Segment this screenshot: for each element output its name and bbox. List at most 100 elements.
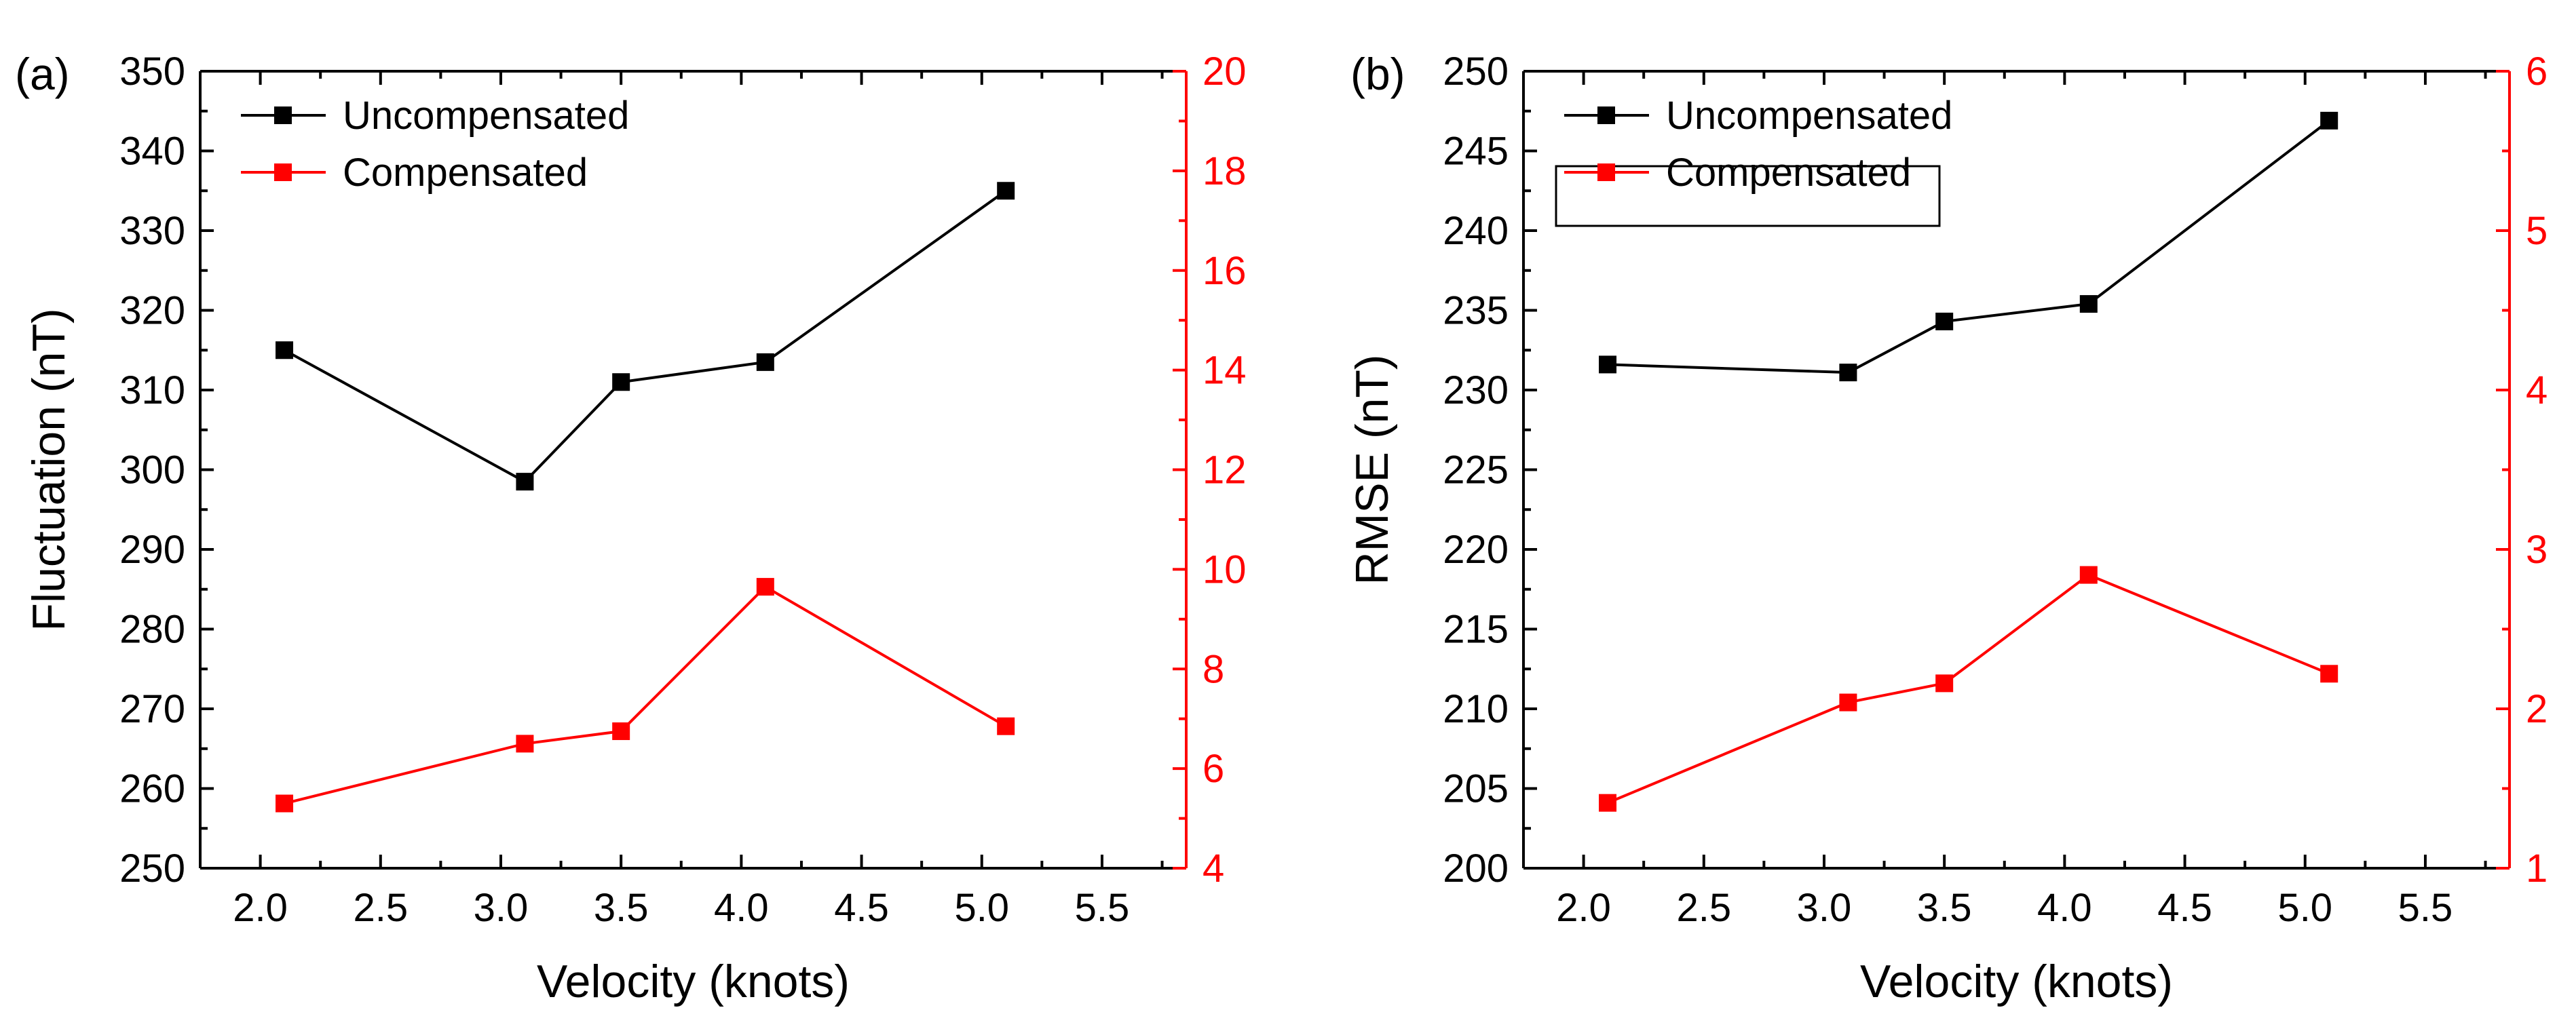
y-tick-label: 215 — [1443, 608, 1509, 652]
data-point — [516, 735, 534, 753]
legend-swatch-marker — [274, 163, 292, 181]
legend-swatch-marker — [1597, 163, 1615, 181]
panel-a: (a) 2.0 2.5 3.0 3.5 4.0 4.5 5.0 5.5 250 260 270 280 2… — [15, 49, 1247, 1007]
series-uncompensated — [276, 182, 1015, 491]
data-point — [1599, 355, 1617, 374]
data-point — [1839, 364, 1857, 382]
x-tick-label: 3.5 — [594, 886, 649, 930]
y-tick-label: 290 — [119, 528, 185, 572]
data-point — [1599, 794, 1617, 812]
data-point — [2079, 566, 2098, 584]
y-tick-label: 220 — [1443, 528, 1509, 572]
y2-tick-label: 6 — [2526, 50, 2547, 94]
data-point — [997, 717, 1015, 735]
y-tick-label: 320 — [119, 289, 185, 333]
y-tick-label: 350 — [119, 50, 185, 94]
y2-tick-label: 12 — [1202, 448, 1247, 492]
series-compensated — [1599, 566, 2338, 812]
legend-box — [1555, 165, 1941, 227]
y2-tick-label: 18 — [1202, 149, 1247, 193]
x-tick-label: 3.0 — [474, 886, 529, 930]
legend-label: Uncompensated — [343, 94, 629, 138]
x-axis-title: Velocity (knots) — [1860, 956, 2173, 1007]
y-tick-label: 245 — [1443, 130, 1509, 174]
y-tick-label: 225 — [1443, 448, 1509, 492]
data-point — [756, 353, 774, 371]
y2-tick-label: 16 — [1202, 249, 1247, 293]
y-tick-label: 240 — [1443, 209, 1509, 253]
panel-b: (b)2.0 2.5 3.0 3.5 4.0 4.5 5.0 5.52002052102152… — [1346, 49, 2547, 1007]
x-tick-label: 5.0 — [2277, 886, 2332, 930]
y-tick-label: 230 — [1443, 368, 1509, 412]
y-tick-label: 235 — [1443, 289, 1509, 333]
x-tick-label: 2.5 — [1676, 886, 1731, 930]
y-tick-label: 340 — [119, 130, 185, 174]
data-point — [1935, 674, 1954, 693]
data-point — [2320, 665, 2338, 683]
y-tick-label: 300 — [119, 448, 185, 492]
x-tick-label: 4.0 — [714, 886, 769, 930]
y-tick-label: 330 — [119, 209, 185, 253]
data-point — [2079, 295, 2098, 313]
y2-tick-label: 3 — [2526, 528, 2547, 572]
legend-swatch-marker — [1597, 106, 1615, 124]
x-tick-label: 2.0 — [1556, 886, 1611, 930]
data-point — [2320, 111, 2338, 130]
y2-tick-label: 4 — [1202, 847, 1224, 891]
panel-label: (a) — [15, 49, 70, 99]
y2-tick-label: 20 — [1202, 50, 1247, 94]
y2-tick-label: 6 — [1202, 747, 1224, 791]
data-point — [1935, 312, 1954, 330]
y-tick-label: 260 — [119, 767, 185, 811]
y2-tick-label: 4 — [2526, 368, 2547, 412]
y-tick-label: 310 — [119, 368, 185, 412]
y-tick-label: 250 — [119, 847, 185, 891]
x-tick-label: 2.0 — [233, 886, 288, 930]
y2-tick-label: 2 — [2526, 687, 2547, 731]
legend: Uncompensated Compensated — [241, 94, 629, 195]
y2-tick-label: 10 — [1202, 547, 1247, 591]
data-point — [1839, 693, 1857, 712]
y-axis-title: RMSE (nT) — [1346, 355, 1398, 585]
y-tick-label: 280 — [119, 608, 185, 652]
legend-label: Compensated — [1666, 151, 1911, 195]
data-point — [516, 473, 534, 491]
series-line — [284, 189, 1007, 484]
x-tick-label: 4.5 — [2157, 886, 2212, 930]
x-tick-label: 3.0 — [1797, 886, 1852, 930]
x-axis-title: Velocity (knots) — [537, 956, 850, 1007]
x-tick-label: 3.5 — [1917, 886, 1972, 930]
data-point — [756, 578, 774, 596]
y2-tick-label: 5 — [2526, 209, 2547, 253]
x-tick-label: 4.5 — [834, 886, 889, 930]
series-uncompensated — [1599, 111, 2338, 382]
data-point — [276, 794, 294, 813]
series-line — [1607, 573, 2330, 804]
data-point — [276, 341, 294, 359]
x-tick-label: 4.0 — [2037, 886, 2092, 930]
legend-swatch-marker — [274, 106, 292, 124]
legend-label: Compensated — [343, 151, 588, 195]
data-point — [612, 373, 630, 391]
y-tick-label: 270 — [119, 687, 185, 731]
y2-tick-label: 8 — [1202, 647, 1224, 691]
series-line — [284, 585, 1007, 805]
legend-label: Uncompensated — [1666, 94, 1952, 138]
y-tick-label: 250 — [1443, 50, 1509, 94]
x-tick-label: 5.5 — [1075, 886, 1130, 930]
data-point — [612, 722, 630, 741]
x-tick-label: 2.5 — [353, 886, 408, 930]
y2-tick-label: 1 — [2526, 847, 2547, 891]
data-point — [997, 182, 1015, 200]
x-tick-label: 5.5 — [2398, 886, 2453, 930]
y2-tick-label: 14 — [1202, 349, 1247, 393]
x-tick-label: 5.0 — [954, 886, 1009, 930]
y-tick-label: 210 — [1443, 687, 1509, 731]
series-compensated — [276, 578, 1015, 813]
panel-label: (b) — [1350, 49, 1405, 99]
y-tick-label: 205 — [1443, 767, 1509, 811]
y-tick-label: 200 — [1443, 847, 1509, 891]
y-axis-title: Fluctuation (nT) — [23, 308, 75, 631]
legend: Uncompensated Compensated — [1555, 94, 1952, 227]
